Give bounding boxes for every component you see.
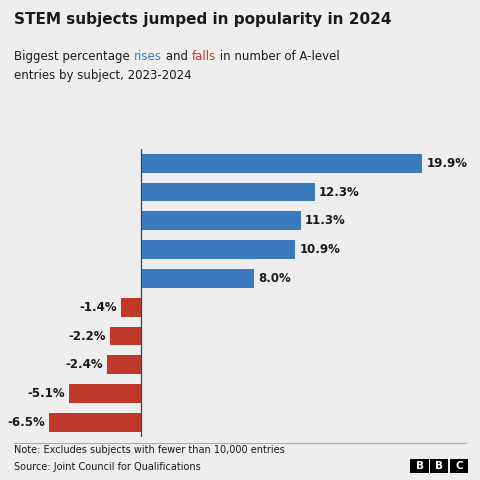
- Text: entries by subject, 2023-2024: entries by subject, 2023-2024: [14, 69, 192, 82]
- Text: -2.4%: -2.4%: [65, 358, 103, 372]
- Text: -2.2%: -2.2%: [68, 329, 106, 343]
- Bar: [141, 269, 254, 288]
- Bar: [121, 298, 141, 317]
- Bar: [141, 240, 295, 259]
- Text: in number of A-level: in number of A-level: [216, 50, 339, 63]
- Text: B: B: [416, 461, 423, 471]
- Text: 10.9%: 10.9%: [300, 243, 340, 256]
- Text: B: B: [435, 461, 443, 471]
- Text: 12.3%: 12.3%: [319, 185, 360, 199]
- Bar: [141, 183, 315, 202]
- Text: 19.9%: 19.9%: [426, 156, 468, 170]
- Text: 11.3%: 11.3%: [305, 214, 346, 228]
- Text: Biggest percentage: Biggest percentage: [14, 50, 134, 63]
- Text: C: C: [455, 461, 463, 471]
- Text: Note: Excludes subjects with fewer than 10,000 entries: Note: Excludes subjects with fewer than …: [14, 445, 285, 456]
- Text: rises: rises: [134, 50, 162, 63]
- Text: -1.4%: -1.4%: [80, 300, 117, 314]
- Bar: [49, 413, 141, 432]
- Bar: [141, 211, 300, 230]
- Text: falls: falls: [192, 50, 216, 63]
- Text: 8.0%: 8.0%: [258, 272, 291, 285]
- Text: Source: Joint Council for Qualifications: Source: Joint Council for Qualifications: [14, 462, 201, 472]
- Bar: [69, 384, 141, 403]
- Text: -5.1%: -5.1%: [27, 387, 65, 400]
- Text: and: and: [162, 50, 192, 63]
- Text: STEM subjects jumped in popularity in 2024: STEM subjects jumped in popularity in 20…: [14, 12, 392, 27]
- Bar: [108, 355, 141, 374]
- Bar: [141, 154, 422, 172]
- Text: -6.5%: -6.5%: [7, 416, 45, 429]
- Bar: [110, 327, 141, 346]
